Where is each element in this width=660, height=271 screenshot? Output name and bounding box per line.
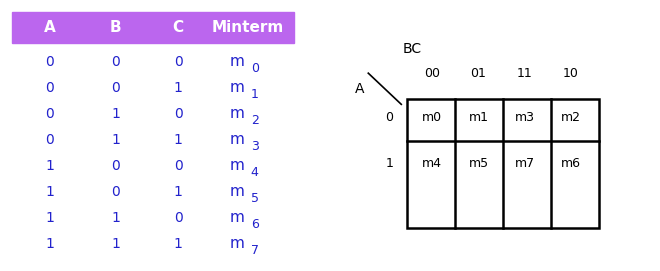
Text: A: A [355,82,364,96]
Text: 1: 1 [45,211,54,225]
Text: m1: m1 [469,111,488,124]
Text: 6: 6 [251,218,259,231]
Text: 0: 0 [174,211,183,225]
Bar [407,99,599,228]
Text: $\mathregular{m}$: $\mathregular{m}$ [228,54,244,69]
Text: m2: m2 [561,111,581,124]
Text: 0: 0 [45,81,54,95]
Text: 1: 1 [111,107,120,121]
Text: 1: 1 [111,237,120,251]
Text: 1: 1 [45,159,54,173]
Text: 0: 0 [111,159,120,173]
Text: m7: m7 [515,157,535,170]
Text: 0: 0 [385,111,393,124]
Text: A: A [44,20,55,35]
Text: $\mathregular{m}$: $\mathregular{m}$ [228,184,244,199]
Text: 1: 1 [174,81,183,95]
Text: 0: 0 [251,62,259,75]
Text: 1: 1 [45,185,54,199]
Text: 1: 1 [174,237,183,251]
Text: 0: 0 [111,185,120,199]
Text: $\mathregular{m}$: $\mathregular{m}$ [228,210,244,225]
Text: m3: m3 [515,111,535,124]
Text: 1: 1 [385,157,393,170]
Text: Minterm: Minterm [211,20,284,35]
Text: 1: 1 [174,133,183,147]
Text: 0: 0 [45,107,54,121]
Text: 4: 4 [251,166,259,179]
Text: $\mathregular{m}$: $\mathregular{m}$ [228,236,244,251]
Text: m0: m0 [422,111,442,124]
Text: 11: 11 [517,67,533,80]
Text: 1: 1 [111,133,120,147]
Text: 0: 0 [174,159,183,173]
Text: BC: BC [403,42,422,56]
Bar [12,12,294,43]
Text: 1: 1 [174,185,183,199]
Text: 0: 0 [174,107,183,121]
Text: 01: 01 [471,67,486,80]
Text: 5: 5 [251,192,259,205]
Text: $\mathregular{m}$: $\mathregular{m}$ [228,80,244,95]
Text: 10: 10 [563,67,579,80]
Text: $\mathregular{m}$: $\mathregular{m}$ [228,106,244,121]
Text: 00: 00 [424,67,440,80]
Text: 1: 1 [45,237,54,251]
Text: 0: 0 [45,55,54,69]
Text: 1: 1 [251,88,259,101]
Text: $\mathregular{m}$: $\mathregular{m}$ [228,132,244,147]
Text: 0: 0 [111,55,120,69]
Text: 1: 1 [111,211,120,225]
Text: m4: m4 [422,157,442,170]
Text: m6: m6 [561,157,581,170]
Text: B: B [110,20,121,35]
Text: 7: 7 [251,244,259,257]
Text: 2: 2 [251,114,259,127]
Text: 0: 0 [45,133,54,147]
Text: C: C [173,20,183,35]
Text: 3: 3 [251,140,259,153]
Text: 0: 0 [174,55,183,69]
Text: 0: 0 [111,81,120,95]
Text: $\mathregular{m}$: $\mathregular{m}$ [228,158,244,173]
Text: m5: m5 [469,157,488,170]
